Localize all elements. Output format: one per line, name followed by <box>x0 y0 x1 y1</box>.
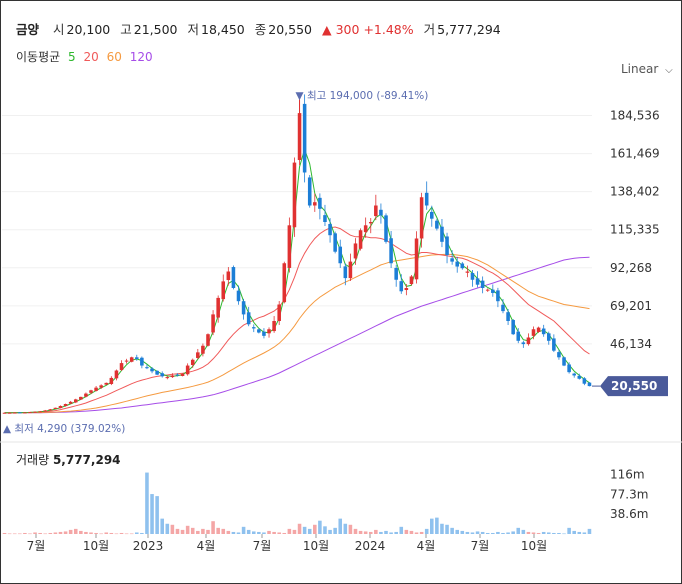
ma-legend-item-60: 60 <box>106 50 122 64</box>
high-value: 21,500 <box>133 22 178 37</box>
volume-header: 거래량 5,777,294 <box>16 451 121 468</box>
triangle-up-icon: ▲ <box>322 22 332 37</box>
close-label: 종 <box>254 22 267 37</box>
quote-header: 금양 시 20,100 고 21,500 저 18,450 종 20,550 ▲ 300… <box>16 19 507 38</box>
volume-header-value: 5,777,294 <box>52 453 121 467</box>
ma-legend-item-120: 120 <box>129 50 153 64</box>
ma-legend-item-20: 20 <box>83 50 99 64</box>
scale-dropdown[interactable]: Linear ⌵ <box>621 62 673 76</box>
ma-legend-item-5: 5 <box>68 50 76 64</box>
ma-legend-label: 이동평균 <box>16 50 61 64</box>
volume-value: 5,777,294 <box>437 22 501 37</box>
high-label: 고 <box>120 22 132 37</box>
chevron-down-icon: ⌵ <box>665 65 673 76</box>
stock-name: 금양 <box>16 22 40 37</box>
change-percent: +1.48% <box>363 22 414 37</box>
low-label: 저 <box>187 22 200 37</box>
scale-label: Linear <box>621 62 659 76</box>
volume-label: 거 <box>423 22 436 37</box>
volume-header-label: 거래량 <box>16 453 50 467</box>
close-value: 20,550 <box>268 22 313 37</box>
change-value: 300 <box>335 22 360 37</box>
open-label: 시 <box>53 22 65 37</box>
low-value: 18,450 <box>201 22 245 37</box>
open-value: 20,100 <box>66 22 111 37</box>
moving-average-legend[interactable]: 이동평균 5 20 60 120 <box>16 48 157 65</box>
